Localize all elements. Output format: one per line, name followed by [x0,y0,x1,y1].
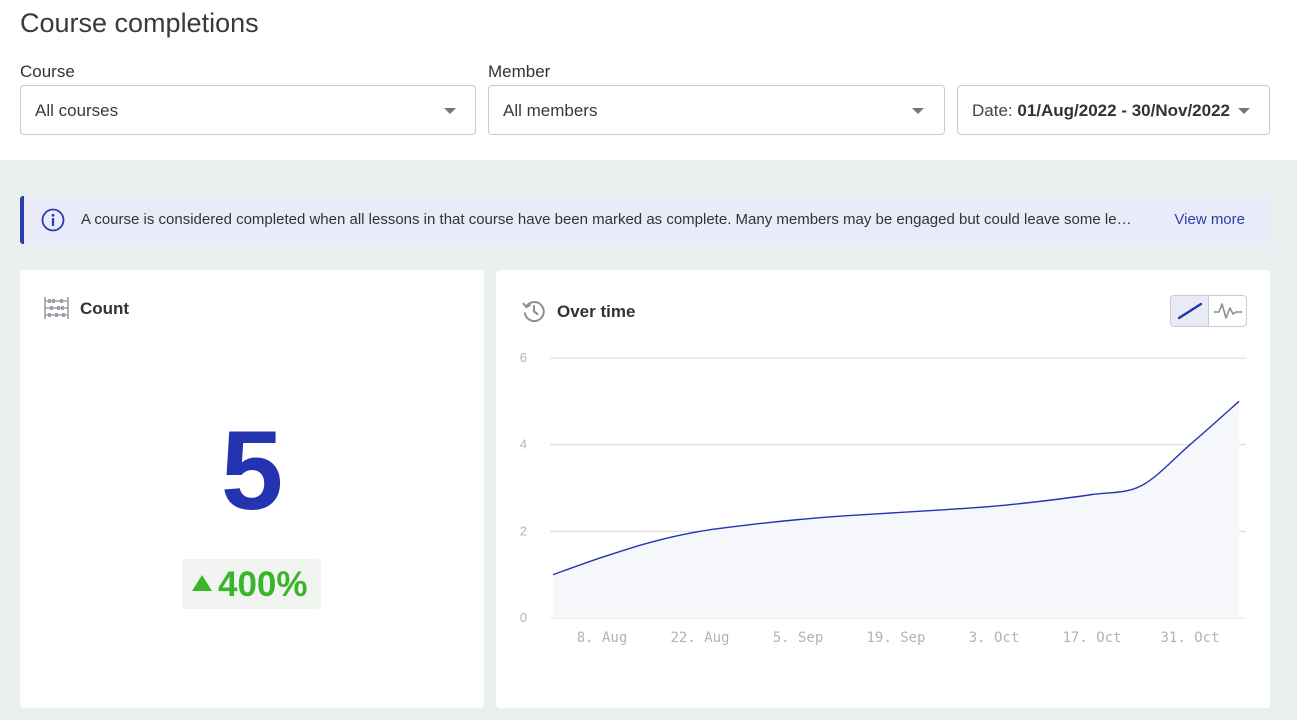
x-tick-label: 8. Aug [577,630,628,646]
page-title: Course completions [20,8,259,38]
change-badge: 400% [182,559,321,609]
x-tick-label: 3. Oct [969,630,1020,646]
series-line [552,400,1240,576]
over-time-card: Over time 0 2 4 6 8. Aug 22. Aug 5. Sep 19. Sep… [496,270,1270,708]
x-tick-label: 22. Aug [670,630,729,646]
arrow-up-icon [192,575,212,591]
y-tick-label: 2 [520,523,527,538]
date-range-text: Date: 01/Aug/2022 - 30/Nov/2022 [972,101,1230,121]
x-tick-label: 5. Sep [773,630,824,646]
y-tick-label: 4 [520,437,527,452]
info-banner: A course is considered completed when al… [20,196,1270,244]
member-select[interactable]: All members [488,85,945,135]
chevron-down-icon [912,108,924,114]
course-filter-label: Course [20,62,75,81]
date-range-select[interactable]: Date: 01/Aug/2022 - 30/Nov/2022 [957,85,1270,135]
count-card-title: Count [80,299,130,318]
x-tick-label: 31. Oct [1160,630,1219,646]
abacus-icon [44,297,69,319]
y-tick-label: 0 [520,610,527,625]
date-label: Date: [972,101,1013,120]
series-area-fill [553,401,1239,618]
count-card: Count 5 400% [20,270,484,708]
over-time-title: Over time [557,302,636,321]
history-icon [522,301,545,322]
member-filter-label: Member [488,62,551,81]
y-tick-label: 6 [520,350,527,365]
filter-header: Course completions Course All courses Me… [0,0,1297,160]
x-tick-label: 19. Sep [866,630,925,646]
info-icon [41,208,65,232]
view-more-link[interactable]: View more [1174,211,1245,228]
info-banner-text: A course is considered completed when al… [81,211,1132,228]
course-select-value: All courses [35,101,119,120]
completions-over-time-chart: 0 2 4 6 8. Aug 22. Aug 5. Sep 19. Sep 3. Oct 17. … [520,350,1246,646]
change-percent: 400% [218,565,308,604]
completion-count: 5 [220,408,284,533]
line-chart-icon [1177,302,1203,320]
sparkline-icon [1214,303,1242,319]
x-tick-label: 17. Oct [1062,630,1121,646]
course-select[interactable]: All courses [20,85,476,135]
chevron-down-icon [1238,108,1250,114]
sparkline-toggle[interactable] [1209,296,1246,326]
member-select-value: All members [503,101,598,120]
report-content: A course is considered completed when al… [0,160,1297,720]
date-range-value: 01/Aug/2022 - 30/Nov/2022 [1017,101,1230,120]
chevron-down-icon [444,108,456,114]
line-chart-toggle[interactable] [1171,296,1209,326]
chart-type-toggle [1170,295,1247,327]
